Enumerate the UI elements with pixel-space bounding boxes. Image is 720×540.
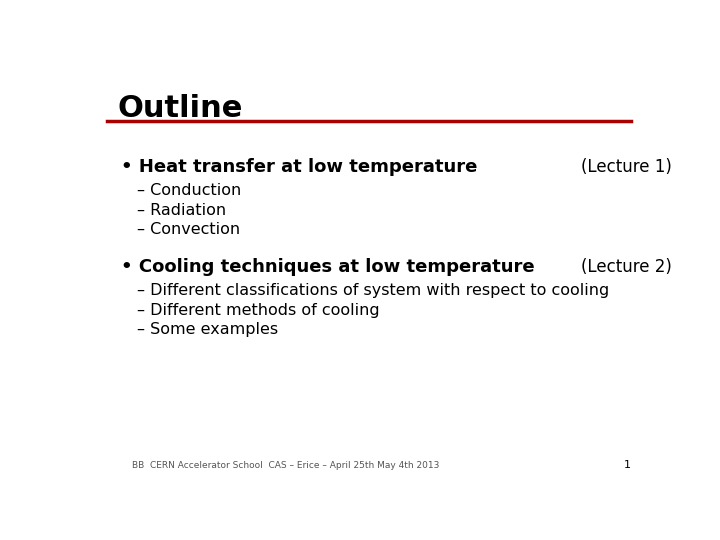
Text: – Different classifications of system with respect to cooling: – Different classifications of system wi…: [138, 283, 610, 298]
Text: Outline: Outline: [118, 94, 243, 123]
Text: – Different methods of cooling: – Different methods of cooling: [138, 302, 380, 318]
Text: – Convection: – Convection: [138, 222, 240, 238]
Text: • Cooling techniques at low temperature: • Cooling techniques at low temperature: [121, 258, 534, 276]
Text: 1: 1: [624, 460, 631, 470]
Text: – Some examples: – Some examples: [138, 322, 279, 337]
Text: – Conduction: – Conduction: [138, 183, 242, 198]
Text: • Heat transfer at low temperature: • Heat transfer at low temperature: [121, 158, 477, 177]
Text: (Lecture 2): (Lecture 2): [581, 258, 672, 276]
Text: – Radiation: – Radiation: [138, 203, 227, 218]
Text: BB  CERN Accelerator School  CAS – Erice – April 25th May 4th 2013: BB CERN Accelerator School CAS – Erice –…: [132, 461, 439, 470]
Text: (Lecture 1): (Lecture 1): [581, 158, 672, 177]
